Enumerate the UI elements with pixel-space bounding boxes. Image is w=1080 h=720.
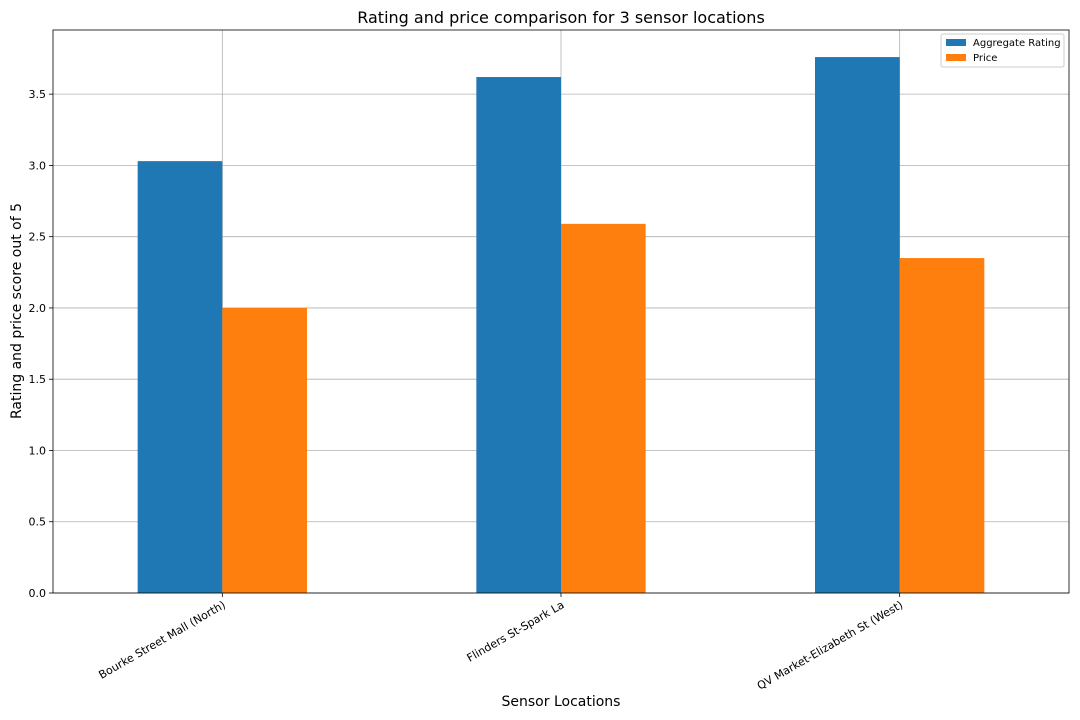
- bar: [137, 161, 223, 593]
- chart-title: Rating and price comparison for 3 sensor…: [357, 8, 765, 27]
- bar: [476, 77, 561, 593]
- y-tick-label: 0.5: [29, 516, 47, 529]
- legend-label: Price: [973, 53, 997, 64]
- bar: [222, 307, 307, 593]
- x-axis-label: Sensor Locations: [502, 694, 621, 710]
- x-axis-ticks: Bourke Street Mall (North) Flinders St-Sp…: [97, 593, 905, 693]
- bar: [899, 258, 985, 593]
- bar: [561, 223, 646, 594]
- y-tick-label: 0.0: [29, 587, 47, 600]
- legend-swatch: [946, 39, 966, 46]
- x-tick-label: QV Market-Elizabeth St (West): [755, 598, 905, 692]
- y-tick-label: 3.0: [29, 159, 47, 172]
- y-axis-label: Rating and price score out of 5: [9, 203, 25, 419]
- y-tick-label: 1.0: [29, 444, 47, 457]
- y-tick-label: 3.5: [29, 88, 47, 101]
- bars: [137, 57, 985, 594]
- x-tick-label: Flinders St-Spark La: [465, 598, 567, 664]
- x-tick-label: Bourke Street Mall (North): [97, 598, 228, 681]
- y-tick-label: 1.5: [29, 373, 47, 386]
- legend-label: Aggregate Rating: [973, 38, 1061, 49]
- legend-swatch: [946, 54, 966, 61]
- legend: Aggregate Rating Price: [940, 33, 1065, 68]
- y-tick-label: 2.5: [29, 231, 47, 244]
- y-tick-label: 2.0: [29, 302, 47, 315]
- legend-box: [940, 33, 1065, 68]
- bar: [815, 57, 900, 594]
- y-axis-ticks: 0.0 0.5 1.0 1.5 2.0 2.5 3.0 3.5: [29, 88, 53, 600]
